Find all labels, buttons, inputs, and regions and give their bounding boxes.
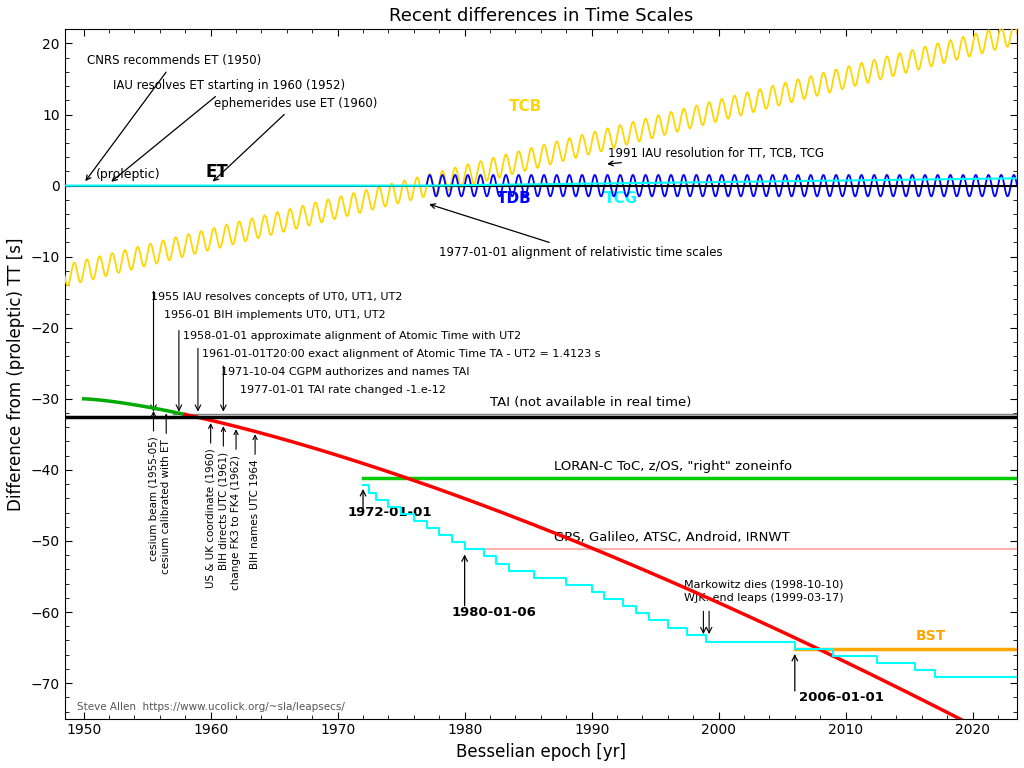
Text: (proleptic): (proleptic) xyxy=(96,168,161,181)
Text: TAI (not available in real time): TAI (not available in real time) xyxy=(490,396,691,409)
Text: TCB: TCB xyxy=(509,99,543,114)
Text: BIH names UTC 1964: BIH names UTC 1964 xyxy=(250,435,260,570)
Text: TCG: TCG xyxy=(604,191,638,207)
Text: ephemerides use ET (1960): ephemerides use ET (1960) xyxy=(214,97,378,180)
Text: 1961-01-01T20:00 exact alignment of Atomic Time TA - UT2 = 1.4123 s: 1961-01-01T20:00 exact alignment of Atom… xyxy=(202,349,600,359)
Text: 1980-01-06: 1980-01-06 xyxy=(452,606,537,618)
Text: 1956-01 BIH implements UT0, UT1, UT2: 1956-01 BIH implements UT0, UT1, UT2 xyxy=(164,310,385,320)
Text: WJK: end leaps (1999-03-17): WJK: end leaps (1999-03-17) xyxy=(684,594,844,604)
Text: change FK3 to FK4 (1962): change FK3 to FK4 (1962) xyxy=(231,431,241,590)
Text: CNRS recommends ET (1950): CNRS recommends ET (1950) xyxy=(86,55,262,180)
Text: BIH directs UTC (1961): BIH directs UTC (1961) xyxy=(218,427,228,570)
Y-axis label: Difference from (proleptic) TT [s]: Difference from (proleptic) TT [s] xyxy=(7,237,25,511)
Text: TDB: TDB xyxy=(497,191,531,207)
Title: Recent differences in Time Scales: Recent differences in Time Scales xyxy=(389,7,693,25)
Text: US & UK coordinate (1960): US & UK coordinate (1960) xyxy=(206,424,216,588)
Text: IAU resolves ET starting in 1960 (1952): IAU resolves ET starting in 1960 (1952) xyxy=(113,79,345,180)
Text: 1972-01-01: 1972-01-01 xyxy=(348,506,432,519)
Text: 1958-01-01 approximate alignment of Atomic Time with UT2: 1958-01-01 approximate alignment of Atom… xyxy=(182,331,521,341)
Text: Steve Allen  https://www.ucolick.org/~sla/leapsecs/: Steve Allen https://www.ucolick.org/~sla… xyxy=(77,701,345,711)
Text: GPS, Galileo, ATSC, Android, IRNWT: GPS, Galileo, ATSC, Android, IRNWT xyxy=(554,531,790,544)
X-axis label: Besselian epoch [yr]: Besselian epoch [yr] xyxy=(456,743,626,761)
Text: cesium calibrated with ET: cesium calibrated with ET xyxy=(161,415,171,574)
Text: BST: BST xyxy=(915,630,946,644)
Text: Markowitz dies (1998-10-10): Markowitz dies (1998-10-10) xyxy=(684,579,844,589)
Text: ET: ET xyxy=(206,164,228,181)
Text: LORAN-C ToC, z/OS, "right" zoneinfo: LORAN-C ToC, z/OS, "right" zoneinfo xyxy=(554,460,792,473)
Text: 2006-01-01: 2006-01-01 xyxy=(799,691,884,703)
Text: 1991 IAU resolution for TT, TCB, TCG: 1991 IAU resolution for TT, TCB, TCG xyxy=(608,147,824,166)
Text: 1977-01-01 TAI rate changed -1.e-12: 1977-01-01 TAI rate changed -1.e-12 xyxy=(240,385,445,395)
Text: 1971-10-04 CGPM authorizes and names TAI: 1971-10-04 CGPM authorizes and names TAI xyxy=(221,367,469,377)
Text: 1977-01-01 alignment of relativistic time scales: 1977-01-01 alignment of relativistic tim… xyxy=(430,204,723,259)
Text: 1955 IAU resolves concepts of UT0, UT1, UT2: 1955 IAU resolves concepts of UT0, UT1, … xyxy=(151,293,402,303)
Text: cesium beam (1955-05): cesium beam (1955-05) xyxy=(148,412,159,561)
